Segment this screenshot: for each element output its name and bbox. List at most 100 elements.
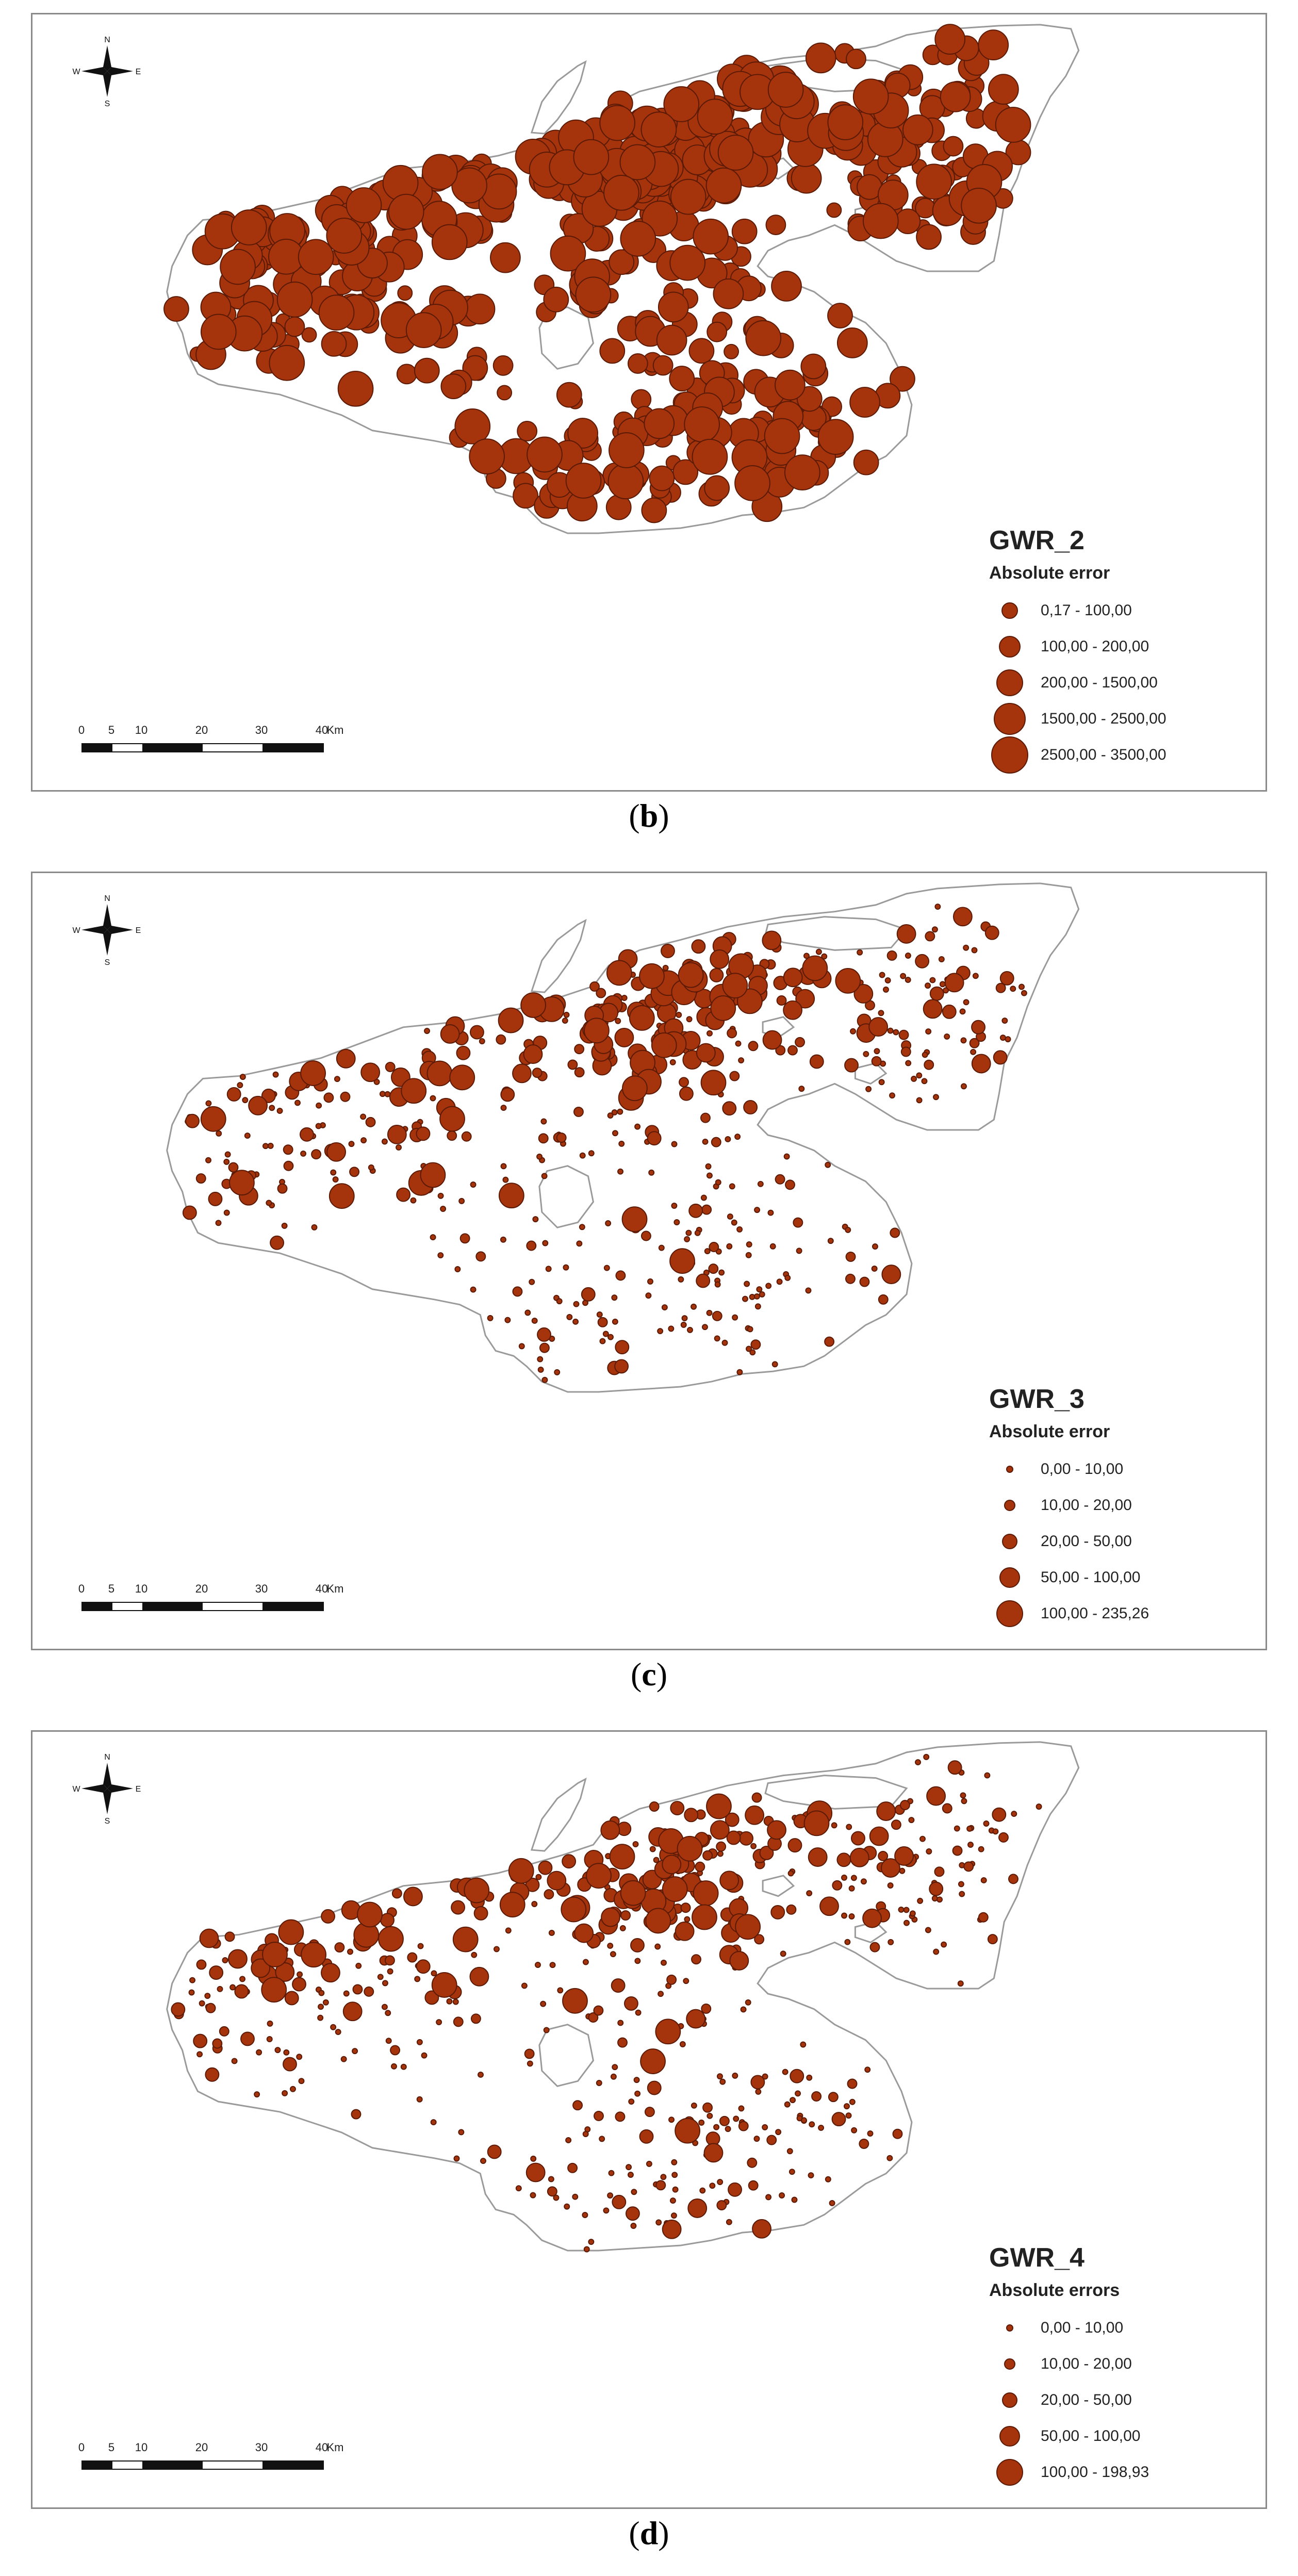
- legend-item: 100,00 - 198,93: [989, 2454, 1237, 2490]
- station-symbol: [681, 1315, 688, 1322]
- station-symbol: [824, 1336, 835, 1347]
- station-symbol: [565, 2137, 572, 2143]
- station-symbol: [610, 1951, 616, 1958]
- station-symbol: [691, 2102, 697, 2109]
- study-area-map: [163, 24, 1080, 534]
- station-symbol: [644, 2107, 655, 2118]
- station-symbol: [270, 1235, 285, 1250]
- legend-item: 50,00 - 100,00: [989, 2418, 1237, 2454]
- station-symbol: [269, 1105, 275, 1111]
- station-symbol: [963, 999, 970, 1006]
- station-symbol: [289, 2086, 296, 2092]
- station-symbol: [541, 1173, 548, 1179]
- station-symbol: [446, 1998, 453, 2005]
- station-symbol: [954, 1825, 960, 1832]
- station-symbol: [766, 2135, 777, 2145]
- station-symbol: [963, 944, 970, 951]
- station-symbol: [617, 2037, 628, 2048]
- scale-tick-label: 30: [255, 1582, 268, 1595]
- station-symbol: [668, 2116, 675, 2123]
- station-symbol: [655, 2019, 681, 2045]
- station-symbol: [627, 2171, 634, 2178]
- station-symbol: [163, 296, 189, 322]
- legend-symbol-icon: [989, 1600, 1030, 1627]
- legend-label: 50,00 - 100,00: [1041, 2427, 1141, 2444]
- station-symbol: [579, 1224, 585, 1230]
- station-symbol: [924, 1059, 934, 1070]
- legend-label: 20,00 - 50,00: [1041, 1533, 1132, 1550]
- station-symbol: [447, 1130, 457, 1141]
- station-symbol: [572, 1318, 579, 1325]
- station-symbol: [335, 2029, 341, 2036]
- station-symbol: [525, 2162, 546, 2183]
- station-symbol: [629, 1005, 655, 1031]
- station-symbol: [205, 2003, 216, 2013]
- station-symbol: [269, 344, 305, 381]
- station-symbol: [626, 2164, 632, 2171]
- station-symbol: [601, 1907, 620, 1927]
- station-symbol: [746, 1346, 752, 1352]
- station-symbol: [346, 187, 382, 223]
- station-symbol: [458, 2129, 465, 2136]
- legend-item: 2500,00 - 3500,00: [989, 736, 1237, 774]
- station-symbol: [934, 904, 941, 910]
- station-symbol: [572, 2100, 583, 2111]
- station-symbol: [862, 203, 899, 239]
- station-symbol: [588, 2239, 595, 2245]
- station-symbol: [300, 1060, 326, 1086]
- station-symbol: [933, 1094, 939, 1101]
- station-symbol: [963, 1861, 974, 1872]
- station-symbol: [784, 1274, 791, 1281]
- station-symbol: [896, 924, 916, 944]
- station-symbol: [499, 1892, 525, 1918]
- station-symbol: [498, 1183, 524, 1209]
- station-symbol: [984, 1772, 991, 1779]
- station-symbol: [651, 1032, 677, 1058]
- station-symbol: [919, 1835, 926, 1842]
- legend-symbol-icon: [989, 602, 1030, 619]
- station-symbol: [1018, 983, 1025, 990]
- station-symbol: [844, 1939, 851, 1945]
- station-symbol: [992, 1807, 1007, 1822]
- station-symbol: [1001, 1018, 1008, 1024]
- map-panel-b: N S E W GWR_2 Absolute error 0,17 - 100,…: [31, 13, 1267, 792]
- station-symbol: [543, 286, 569, 313]
- legend: GWR_4 Absolute errors 0,00 - 10,00 10,00 …: [989, 2242, 1237, 2490]
- station-symbol: [561, 1896, 587, 1923]
- station-symbol: [725, 2126, 731, 2132]
- station-symbol: [670, 1801, 685, 1815]
- station-symbol: [925, 982, 931, 989]
- station-symbol: [500, 1236, 506, 1243]
- station-symbol: [647, 1131, 662, 1146]
- station-symbol: [702, 2102, 713, 2113]
- scale-bar: 0 5 10 20 30 40 Km: [78, 2441, 350, 2477]
- station-symbol: [620, 1910, 631, 1921]
- station-symbol: [754, 1303, 761, 1310]
- station-symbol: [282, 2090, 288, 2096]
- station-symbol: [515, 2185, 522, 2192]
- station-symbol: [596, 1311, 603, 1318]
- station-symbol: [849, 387, 880, 418]
- station-symbol: [524, 1309, 531, 1316]
- station-symbol: [793, 1217, 803, 1228]
- station-symbol: [556, 1298, 563, 1305]
- station-symbol: [326, 218, 363, 254]
- station-symbol: [669, 2197, 676, 2204]
- station-symbol: [508, 1858, 534, 1884]
- station-symbol: [385, 2010, 391, 2016]
- station-symbol: [553, 2194, 560, 2201]
- station-symbol: [452, 1926, 479, 1952]
- study-area-boundary: [166, 882, 1080, 1393]
- station-symbol: [364, 1986, 374, 1997]
- station-symbol: [612, 1130, 618, 1137]
- station-symbol: [426, 1060, 453, 1087]
- station-symbol: [713, 278, 744, 309]
- station-symbol: [869, 1942, 880, 1952]
- station-symbol: [727, 1213, 733, 1220]
- compass-south-label: S: [105, 100, 110, 107]
- station-symbol: [281, 1222, 288, 1229]
- station-symbol: [292, 1977, 306, 1992]
- station-symbol: [782, 2069, 788, 2075]
- legend-item: 20,00 - 50,00: [989, 2382, 1237, 2418]
- station-symbol: [848, 1885, 855, 1892]
